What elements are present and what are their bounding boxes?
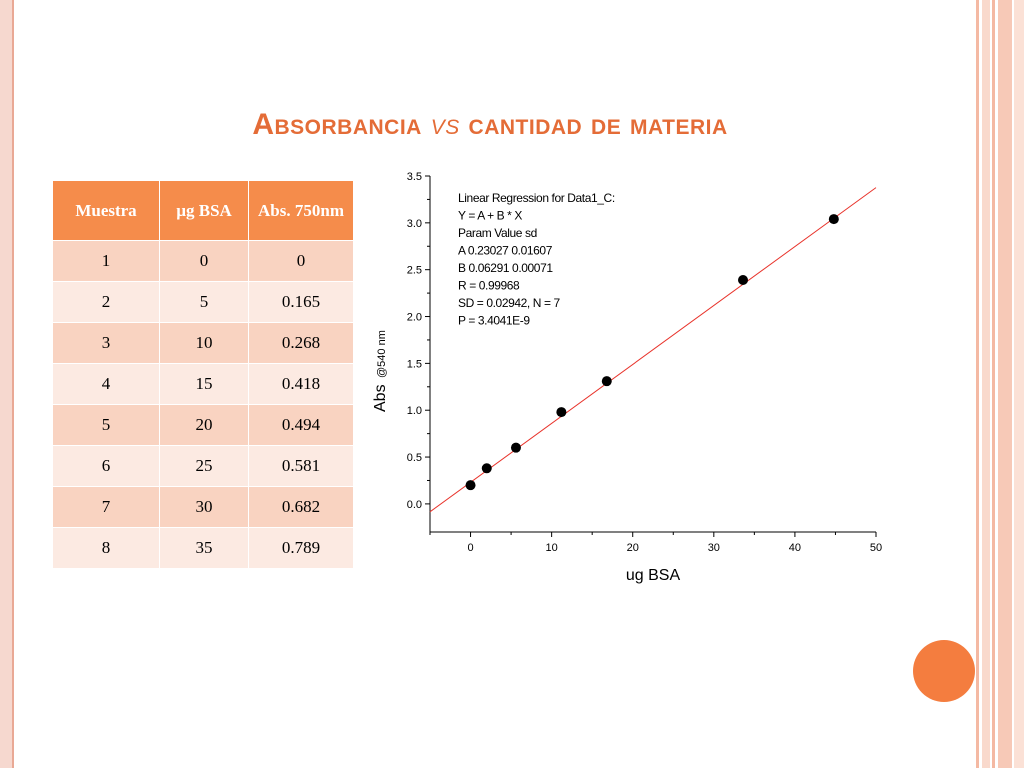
data-point — [738, 274, 749, 285]
table-row: 1 0 0 — [52, 240, 354, 282]
table-row: 8 35 0.789 — [52, 527, 354, 569]
x-tick-label: 20 — [627, 542, 639, 554]
data-point — [828, 214, 839, 225]
regression-annotation-line: SD = 0.02942, N = 7 — [458, 296, 561, 310]
table-cell: 2 — [52, 281, 160, 323]
table-cell: 0.268 — [248, 322, 354, 364]
decorative-circle — [913, 640, 975, 702]
header-abs: Abs. 750nm — [248, 180, 354, 241]
table-cell: 20 — [159, 404, 249, 446]
x-axis-label: ug BSA — [626, 567, 681, 584]
y-tick-label: 1.0 — [407, 405, 422, 417]
x-tick-label: 0 — [467, 542, 473, 554]
table-cell: 0 — [248, 240, 354, 282]
x-tick-label: 10 — [546, 542, 558, 554]
table-row: 2 5 0.165 — [52, 281, 354, 323]
table-cell: 0.418 — [248, 363, 354, 405]
table-cell: 30 — [159, 486, 249, 528]
title-main: Absorbancia — [252, 108, 431, 141]
y-tick-label: 0.0 — [407, 499, 422, 511]
table-cell: 0.789 — [248, 527, 354, 569]
regression-annotation-line: B 0.06291 0.00071 — [458, 261, 553, 275]
data-point — [601, 376, 612, 387]
title-rest: cantidad de materia — [459, 108, 728, 141]
table-cell: 4 — [52, 363, 160, 405]
table-row: 3 10 0.268 — [52, 322, 354, 364]
y-tick-label: 3.5 — [407, 171, 422, 183]
data-point — [481, 463, 492, 474]
table-cell: 15 — [159, 363, 249, 405]
table-cell: 25 — [159, 445, 249, 487]
table-row: 4 15 0.418 — [52, 363, 354, 405]
slide-title: Absorbancia vs cantidad de materia — [0, 108, 980, 142]
y-tick-label: 0.5 — [407, 452, 422, 464]
x-tick-label: 40 — [789, 542, 801, 554]
table-header-row: Muestra µg BSA Abs. 750nm — [52, 180, 354, 241]
table-cell: 5 — [52, 404, 160, 446]
y-tick-label: 3.0 — [407, 218, 422, 230]
y-axis-sublabel: @540 nm — [376, 330, 388, 378]
regression-annotation-line: Y = A + B * X — [458, 209, 522, 223]
regression-annotation-line: P = 3.4041E-9 — [458, 314, 530, 328]
regression-annotation-line: Linear Regression for Data1_C: — [458, 191, 615, 205]
table-row: 7 30 0.682 — [52, 486, 354, 528]
table-cell: 1 — [52, 240, 160, 282]
y-axis-label: Abs — [372, 384, 389, 412]
header-ug-bsa: µg BSA — [159, 180, 249, 241]
table-cell: 35 — [159, 527, 249, 569]
y-tick-label: 1.5 — [407, 358, 422, 370]
x-tick-label: 50 — [870, 542, 882, 554]
table-cell: 0.165 — [248, 281, 354, 323]
table-row: 5 20 0.494 — [52, 404, 354, 446]
data-point — [465, 480, 476, 491]
table-cell: 0.494 — [248, 404, 354, 446]
table-cell: 0.682 — [248, 486, 354, 528]
table-cell: 0.581 — [248, 445, 354, 487]
right-stripes-decoration — [976, 0, 1024, 768]
data-point — [556, 407, 567, 418]
y-tick-label: 2.5 — [407, 265, 422, 277]
table-cell: 5 — [159, 281, 249, 323]
x-tick-label: 30 — [708, 542, 720, 554]
header-muestra: Muestra — [52, 180, 160, 241]
data-table: Muestra µg BSA Abs. 750nm 1 0 0 2 5 0.16… — [52, 180, 354, 569]
table-cell: 3 — [52, 322, 160, 364]
regression-annotation-line: A 0.23027 0.01607 — [458, 244, 553, 258]
regression-line — [429, 187, 877, 513]
table-cell: 7 — [52, 486, 160, 528]
regression-annotation-line: R = 0.99968 — [458, 279, 520, 293]
regression-annotation-line: Param Value sd — [458, 226, 537, 240]
table-row: 6 25 0.581 — [52, 445, 354, 487]
title-vs: vs — [430, 108, 460, 141]
left-border-line — [12, 0, 14, 768]
table-cell: 6 — [52, 445, 160, 487]
y-tick-label: 2.0 — [407, 312, 422, 324]
scatter-chart: 0.0 0.5 1.0 1.5 2.0 2.5 3.0 3.5 0 10 20 30 40 50 ug BS… — [372, 171, 882, 584]
table-cell: 0 — [159, 240, 249, 282]
table-cell: 10 — [159, 322, 249, 364]
table-cell: 8 — [52, 527, 160, 569]
data-point — [510, 442, 521, 453]
left-border-decoration — [0, 0, 12, 768]
